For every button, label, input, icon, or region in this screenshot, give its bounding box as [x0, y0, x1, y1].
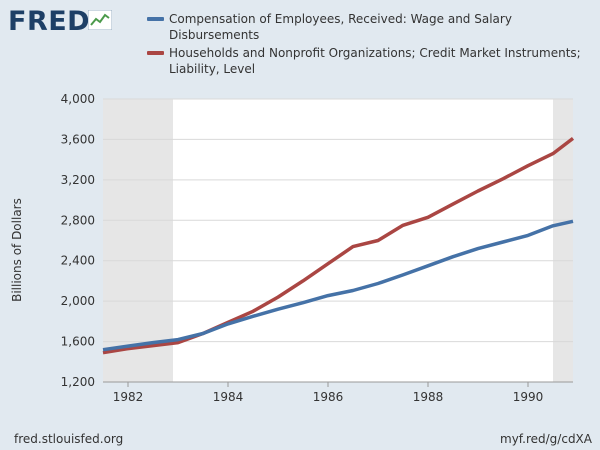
legend-swatch-credit: [147, 51, 164, 55]
y-tick-label: 4,000: [61, 92, 95, 106]
legend-label-compensation: Compensation of Employees, Received: Wag…: [169, 12, 512, 42]
y-axis-label: Billions of Dollars: [2, 198, 32, 302]
series-line-compensation: [102, 219, 574, 352]
y-axis-label-text: Billions of Dollars: [10, 198, 24, 302]
fred-logo[interactable]: FRED: [8, 6, 91, 37]
legend-item-compensation[interactable]: Compensation of Employees, Received: Wag…: [147, 11, 587, 43]
short-link[interactable]: myf.red/g/cdXA: [500, 432, 592, 446]
recession-band-0: [103, 99, 173, 382]
legend: Compensation of Employees, Received: Wag…: [147, 11, 587, 79]
series-line-credit: [102, 137, 575, 355]
y-tick-label: 2,400: [61, 254, 95, 268]
legend-label-credit: Households and Nonprofit Organizations; …: [169, 46, 581, 76]
x-tick-label: 1986: [313, 390, 344, 404]
x-tick-label: 1982: [113, 390, 144, 404]
legend-item-credit[interactable]: Households and Nonprofit Organizations; …: [147, 45, 587, 77]
x-tick-label: 1990: [513, 390, 544, 404]
recession-band-1: [553, 99, 573, 382]
legend-swatch-compensation: [147, 17, 164, 21]
source-link[interactable]: fred.stlouisfed.org: [14, 432, 124, 446]
plot-area: [103, 99, 573, 382]
y-tick-label: 1,200: [61, 375, 95, 389]
y-tick-label: 3,200: [61, 173, 95, 187]
line-chart-icon: [88, 10, 112, 30]
y-tick-label: 1,600: [61, 335, 95, 349]
y-tick-label: 2,000: [61, 294, 95, 308]
x-tick-label: 1988: [413, 390, 444, 404]
x-tick-label: 1984: [213, 390, 244, 404]
y-tick-label: 3,600: [61, 132, 95, 146]
y-tick-label: 2,800: [61, 213, 95, 227]
